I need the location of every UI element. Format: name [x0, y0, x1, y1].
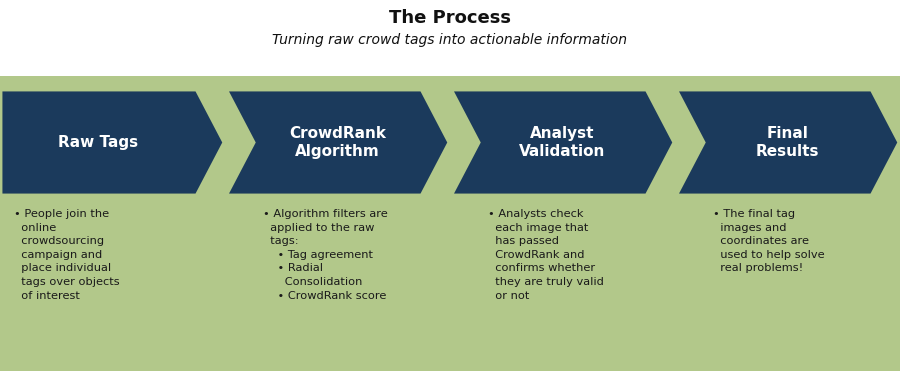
Text: • Algorithm filters are
  applied to the raw
  tags:
    • Tag agreement
    • R: • Algorithm filters are applied to the r…	[263, 209, 388, 301]
Text: Analyst
Validation: Analyst Validation	[519, 126, 606, 159]
Text: Turning raw crowd tags into actionable information: Turning raw crowd tags into actionable i…	[273, 33, 627, 47]
Polygon shape	[225, 89, 450, 196]
Polygon shape	[675, 89, 900, 196]
Text: • People join the
  online
  crowdsourcing
  campaign and
  place individual
  t: • People join the online crowdsourcing c…	[14, 209, 120, 301]
Polygon shape	[450, 89, 675, 196]
Bar	[0, 76, 900, 371]
Text: • Analysts check
  each image that
  has passed
  CrowdRank and
  confirms wheth: • Analysts check each image that has pas…	[488, 209, 604, 301]
Text: Final
Results: Final Results	[756, 126, 819, 159]
Text: The Process: The Process	[389, 9, 511, 27]
Polygon shape	[0, 89, 225, 196]
Text: • The final tag
  images and
  coordinates are
  used to help solve
  real probl: • The final tag images and coordinates a…	[713, 209, 824, 273]
Text: CrowdRank
Algorithm: CrowdRank Algorithm	[289, 126, 386, 159]
Text: Raw Tags: Raw Tags	[58, 135, 139, 150]
